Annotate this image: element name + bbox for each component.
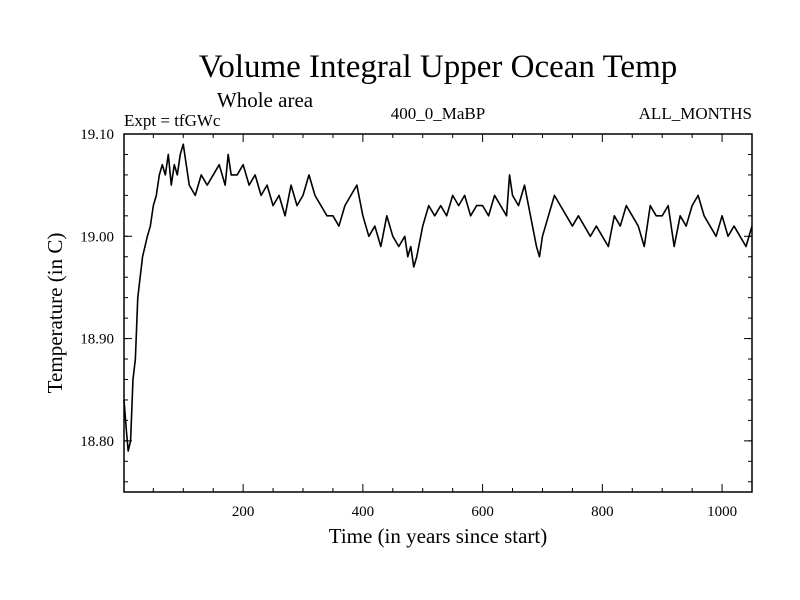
series-layer [123,143,753,452]
y-tick-label: 19.00 [80,229,114,245]
chart-title: Volume Integral Upper Ocean Temp [199,49,677,85]
x-tick-label: 200 [232,504,255,520]
x-axis-label: Time (in years since start) [329,524,548,548]
y-axis-label: Temperature (in C) [43,233,67,394]
header-center: 400_0_MaBP [391,104,485,123]
chart-subtitle: Whole area [217,88,314,112]
header-right: ALL_MONTHS [639,104,752,123]
x-tick-label: 1000 [707,504,737,520]
x-tick-label: 400 [352,504,375,520]
x-tick-label: 800 [591,504,614,520]
x-axis-tick-labels: 200 400 600 800 1000 [232,504,737,520]
plot-frame [123,133,753,493]
y-tick-label: 18.80 [80,434,114,450]
y-tick-label: 18.90 [80,332,114,348]
x-tick-label: 600 [471,504,494,520]
header-left: Expt = tfGWc [124,111,221,130]
y-tick-label: 19.10 [80,127,114,143]
y-axis-tick-labels: 18.80 18.90 19.00 19.10 [80,127,114,450]
series-line [123,143,753,452]
